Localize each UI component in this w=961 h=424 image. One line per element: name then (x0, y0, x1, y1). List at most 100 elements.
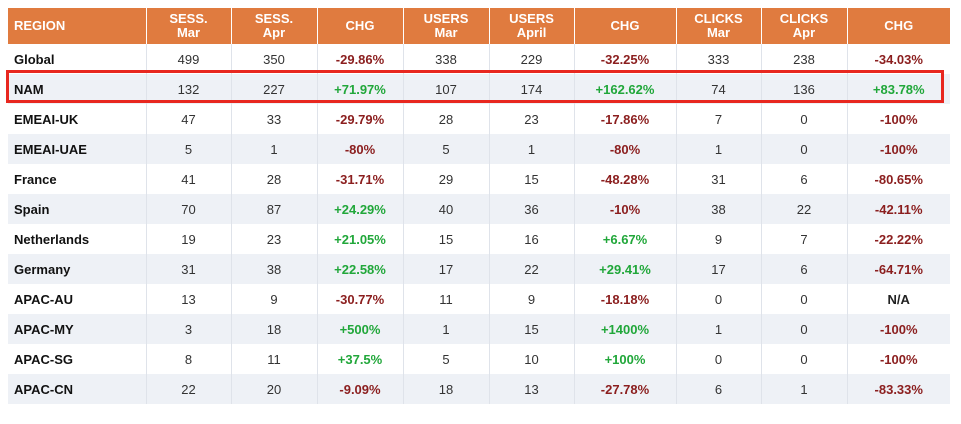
sess-chg-cell: -31.71% (317, 164, 404, 194)
sess-mar-cell: 31 (146, 254, 232, 284)
users-mar-cell: 29 (403, 164, 490, 194)
header-label: USERS (509, 11, 554, 26)
clicks-mar-cell: 38 (676, 194, 762, 224)
region-report-table: REGION SESS. Mar SESS. Apr CHG USERS Mar US… (8, 8, 950, 404)
header-label: REGION (14, 18, 66, 33)
sess-mar-cell: 22 (146, 374, 232, 404)
clicks-chg-cell: -83.33% (847, 374, 950, 404)
sess-apr-cell: 227 (231, 74, 318, 104)
sess-chg-cell: +22.58% (317, 254, 404, 284)
table-row: NAM 132 227 +71.97% 107 174 +162.62% 74 … (8, 74, 950, 104)
clicks-apr-cell: 22 (761, 194, 848, 224)
clicks-chg-cell: N/A (847, 284, 950, 314)
region-cell: APAC-SG (8, 344, 147, 374)
clicks-chg-cell: -100% (847, 104, 950, 134)
table-row: Germany 31 38 +22.58% 17 22 +29.41% 17 6… (8, 254, 950, 284)
header-label: CHG (884, 18, 914, 33)
sess-mar-cell: 47 (146, 104, 232, 134)
users-mar-cell: 338 (403, 44, 490, 74)
clicks-mar-cell: 333 (676, 44, 762, 74)
users-chg-cell: -27.78% (574, 374, 677, 404)
sess-apr-cell: 87 (231, 194, 318, 224)
region-cell: APAC-AU (8, 284, 147, 314)
clicks-chg-cell: -100% (847, 314, 950, 344)
header-users-apr: USERS April (489, 8, 575, 44)
users-mar-cell: 15 (403, 224, 490, 254)
clicks-apr-cell: 0 (761, 284, 848, 314)
region-cell: APAC-CN (8, 374, 147, 404)
sess-mar-cell: 132 (146, 74, 232, 104)
users-apr-cell: 15 (489, 164, 575, 194)
clicks-mar-cell: 0 (676, 344, 762, 374)
clicks-apr-cell: 0 (761, 344, 848, 374)
clicks-apr-cell: 6 (761, 254, 848, 284)
clicks-chg-cell: +83.78% (847, 74, 950, 104)
clicks-apr-cell: 136 (761, 74, 848, 104)
users-mar-cell: 5 (403, 344, 490, 374)
clicks-apr-cell: 238 (761, 44, 848, 74)
users-mar-cell: 1 (403, 314, 490, 344)
sess-chg-cell: +21.05% (317, 224, 404, 254)
users-apr-cell: 1 (489, 134, 575, 164)
region-cell: EMEAI-UAE (8, 134, 147, 164)
clicks-apr-cell: 0 (761, 104, 848, 134)
sess-chg-cell: -30.77% (317, 284, 404, 314)
header-label: CLICKS (779, 11, 829, 26)
region-cell: France (8, 164, 147, 194)
clicks-mar-cell: 31 (676, 164, 762, 194)
clicks-apr-cell: 1 (761, 374, 848, 404)
users-apr-cell: 13 (489, 374, 575, 404)
header-label: CHG (345, 18, 375, 33)
header-label: CHG (610, 18, 640, 33)
clicks-chg-cell: -100% (847, 134, 950, 164)
users-mar-cell: 18 (403, 374, 490, 404)
sess-apr-cell: 350 (231, 44, 318, 74)
users-mar-cell: 107 (403, 74, 490, 104)
sess-apr-cell: 38 (231, 254, 318, 284)
table-row: Spain 70 87 +24.29% 40 36 -10% 38 22 -42… (8, 194, 950, 224)
header-region: REGION (8, 8, 147, 44)
sess-chg-cell: -29.79% (317, 104, 404, 134)
sess-apr-cell: 1 (231, 134, 318, 164)
clicks-mar-cell: 74 (676, 74, 762, 104)
header-sublabel: April (516, 25, 547, 40)
clicks-apr-cell: 0 (761, 134, 848, 164)
clicks-mar-cell: 7 (676, 104, 762, 134)
users-apr-cell: 23 (489, 104, 575, 134)
clicks-mar-cell: 9 (676, 224, 762, 254)
sess-chg-cell: +37.5% (317, 344, 404, 374)
header-clicks-apr: CLICKS Apr (761, 8, 848, 44)
clicks-mar-cell: 1 (676, 134, 762, 164)
clicks-mar-cell: 1 (676, 314, 762, 344)
users-apr-cell: 10 (489, 344, 575, 374)
sess-chg-cell: -29.86% (317, 44, 404, 74)
header-label: SESS. (254, 11, 294, 26)
clicks-apr-cell: 6 (761, 164, 848, 194)
clicks-mar-cell: 0 (676, 284, 762, 314)
users-chg-cell: -17.86% (574, 104, 677, 134)
header-label: USERS (423, 11, 469, 26)
header-sess-mar: SESS. Mar (146, 8, 232, 44)
header-sublabel: Mar (434, 25, 458, 40)
table-row: APAC-MY 3 18 +500% 1 15 +1400% 1 0 -100% (8, 314, 950, 344)
table-row: EMEAI-UK 47 33 -29.79% 28 23 -17.86% 7 0… (8, 104, 950, 134)
users-chg-cell: -10% (574, 194, 677, 224)
header-row: REGION SESS. Mar SESS. Apr CHG USERS Mar US… (8, 8, 950, 44)
users-mar-cell: 40 (403, 194, 490, 224)
users-mar-cell: 11 (403, 284, 490, 314)
region-cell: NAM (8, 74, 147, 104)
users-chg-cell: +1400% (574, 314, 677, 344)
header-sublabel: Mar (176, 25, 201, 40)
clicks-mar-cell: 6 (676, 374, 762, 404)
table-row: Global 499 350 -29.86% 338 229 -32.25% 3… (8, 44, 950, 74)
clicks-chg-cell: -100% (847, 344, 950, 374)
sess-apr-cell: 9 (231, 284, 318, 314)
region-cell: Global (8, 44, 147, 74)
users-chg-cell: +6.67% (574, 224, 677, 254)
clicks-chg-cell: -22.22% (847, 224, 950, 254)
sess-mar-cell: 3 (146, 314, 232, 344)
sess-mar-cell: 70 (146, 194, 232, 224)
header-clicks-mar: CLICKS Mar (676, 8, 762, 44)
region-cell: Germany (8, 254, 147, 284)
region-cell: Spain (8, 194, 147, 224)
